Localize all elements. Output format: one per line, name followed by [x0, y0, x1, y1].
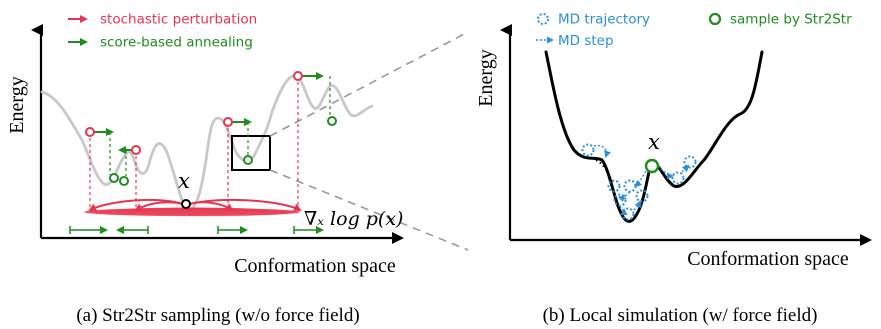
md-step-arrow [633, 200, 641, 211]
md-frame [683, 155, 697, 169]
perturbed-sample [85, 127, 95, 137]
annealing-drops [109, 76, 331, 176]
md-frame [671, 171, 685, 185]
caption-b: (b) Local simulation (w/ force field) [543, 305, 818, 326]
annealed-sample [327, 116, 337, 126]
y-axis-label-a: Energy [6, 76, 28, 133]
perturbation-drops [89, 76, 299, 210]
x-axis-label-a: Conformation space [234, 255, 396, 277]
annealed-sample [109, 173, 119, 183]
x-axis-label-b: Conformation space [687, 248, 849, 270]
md-step-arrow [593, 144, 611, 158]
md-frame [623, 179, 637, 193]
str2str-sample [644, 158, 660, 174]
annealed-sample [119, 176, 129, 186]
zoom-line-top [269, 31, 469, 137]
legend-sample-label: sample by Str2Str [730, 12, 852, 28]
md-step-arrow [619, 205, 628, 216]
annealing-arrows [94, 72, 324, 154]
md-step-arrow [617, 191, 631, 203]
baseline-arrows [69, 226, 324, 234]
legend-annealing-label: score-based annealing [100, 35, 253, 51]
x-symbol-a: x [178, 169, 190, 193]
panel-b: MD trajectory MD step sample by Str2Str … [475, 12, 872, 326]
annealed-samples [109, 116, 337, 186]
legend-b: MD trajectory MD step sample by Str2Str [536, 12, 852, 49]
md-frame [613, 193, 627, 207]
md-step-arrow [681, 164, 690, 173]
md-frame [621, 207, 635, 221]
grad-log-p: ∇ₓ log p(x) [304, 208, 403, 230]
y-axis-label-b: Energy [475, 49, 497, 106]
perturbed-sample [131, 145, 141, 155]
zoom-line-bottom [269, 169, 469, 251]
axes-b: Energy Conformation space [475, 24, 872, 270]
x-symbol-b: x [648, 130, 660, 154]
axes-a: Energy Conformation space [6, 24, 404, 277]
arc-right-far [185, 199, 302, 211]
legend-perturbation-label: stochastic perturbation [100, 12, 257, 28]
caption-a: (a) Str2Str sampling (w/o force field) [76, 305, 359, 326]
legend-a: stochastic perturbation score-based anne… [68, 12, 257, 51]
annealed-sample [243, 155, 253, 165]
x-sample-a [181, 199, 191, 209]
perturbed-sample [223, 117, 233, 127]
perturbed-samples [85, 71, 303, 155]
md-frame [635, 189, 649, 203]
md-step-arrow [657, 165, 674, 180]
distribution-core [84, 208, 300, 216]
energy-landscape-a [40, 74, 374, 211]
legend-trajectory-label: MD trajectory [558, 12, 650, 28]
md-frame [607, 179, 621, 193]
legend-trajectory-marker [537, 13, 549, 25]
legend-sample-marker [708, 12, 722, 26]
zoom-box [231, 135, 271, 171]
panel-a: stochastic perturbation score-based anne… [6, 12, 469, 326]
legend-step-label: MD step [558, 33, 614, 49]
md-frame [581, 143, 595, 157]
perturbed-sample [293, 71, 303, 81]
